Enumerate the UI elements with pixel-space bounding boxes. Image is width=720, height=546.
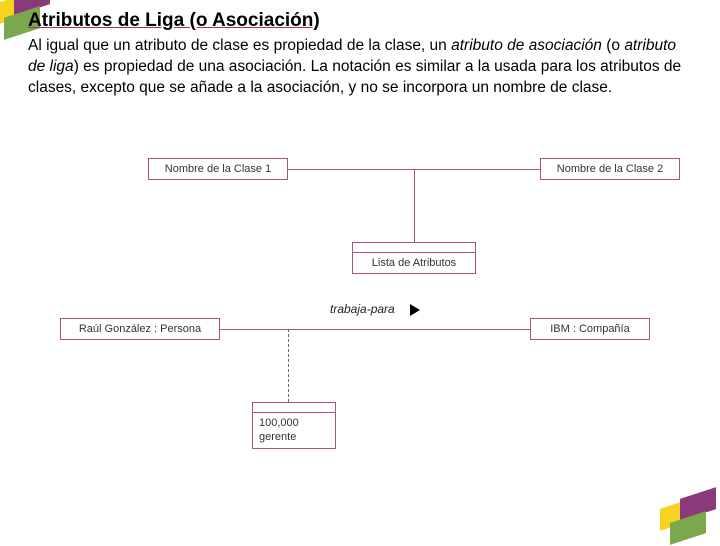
assoc-dashed-link [288, 329, 289, 402]
class-box-2: Nombre de la Clase 2 [540, 158, 680, 180]
attr-value-row: gerente [259, 430, 329, 444]
uml-diagram: Nombre de la Clase 1 Nombre de la Clase … [0, 150, 720, 510]
page-title: Atributos de Liga (o Asociación) [28, 10, 320, 32]
para-mid1: (o [602, 37, 624, 54]
attr-list-head [353, 243, 475, 253]
assoc-line-bottom [220, 329, 530, 330]
para-post: ) es propiedad de una asociación. La not… [28, 58, 681, 96]
attr-value-row: 100,000 [259, 416, 329, 430]
attr-values-body: 100,000 gerente [253, 413, 335, 448]
assoc-label: trabaja-para [330, 302, 395, 316]
attr-values-head [253, 403, 335, 413]
instance-box-1: Raúl González : Persona [60, 318, 220, 340]
attr-list-box: Lista de Atributos [352, 242, 476, 274]
assoc-drop-top [414, 169, 415, 242]
assoc-arrow-icon [410, 304, 420, 316]
attr-list-label: Lista de Atributos [353, 253, 475, 273]
attr-values-box: 100,000 gerente [252, 402, 336, 449]
instance-box-2: IBM : Compañía [530, 318, 650, 340]
para-em1: atributo de asociación [451, 37, 602, 54]
description-paragraph: Al igual que un atributo de clase es pro… [28, 36, 692, 99]
para-pre: Al igual que un atributo de clase es pro… [28, 37, 451, 54]
class-box-1: Nombre de la Clase 1 [148, 158, 288, 180]
